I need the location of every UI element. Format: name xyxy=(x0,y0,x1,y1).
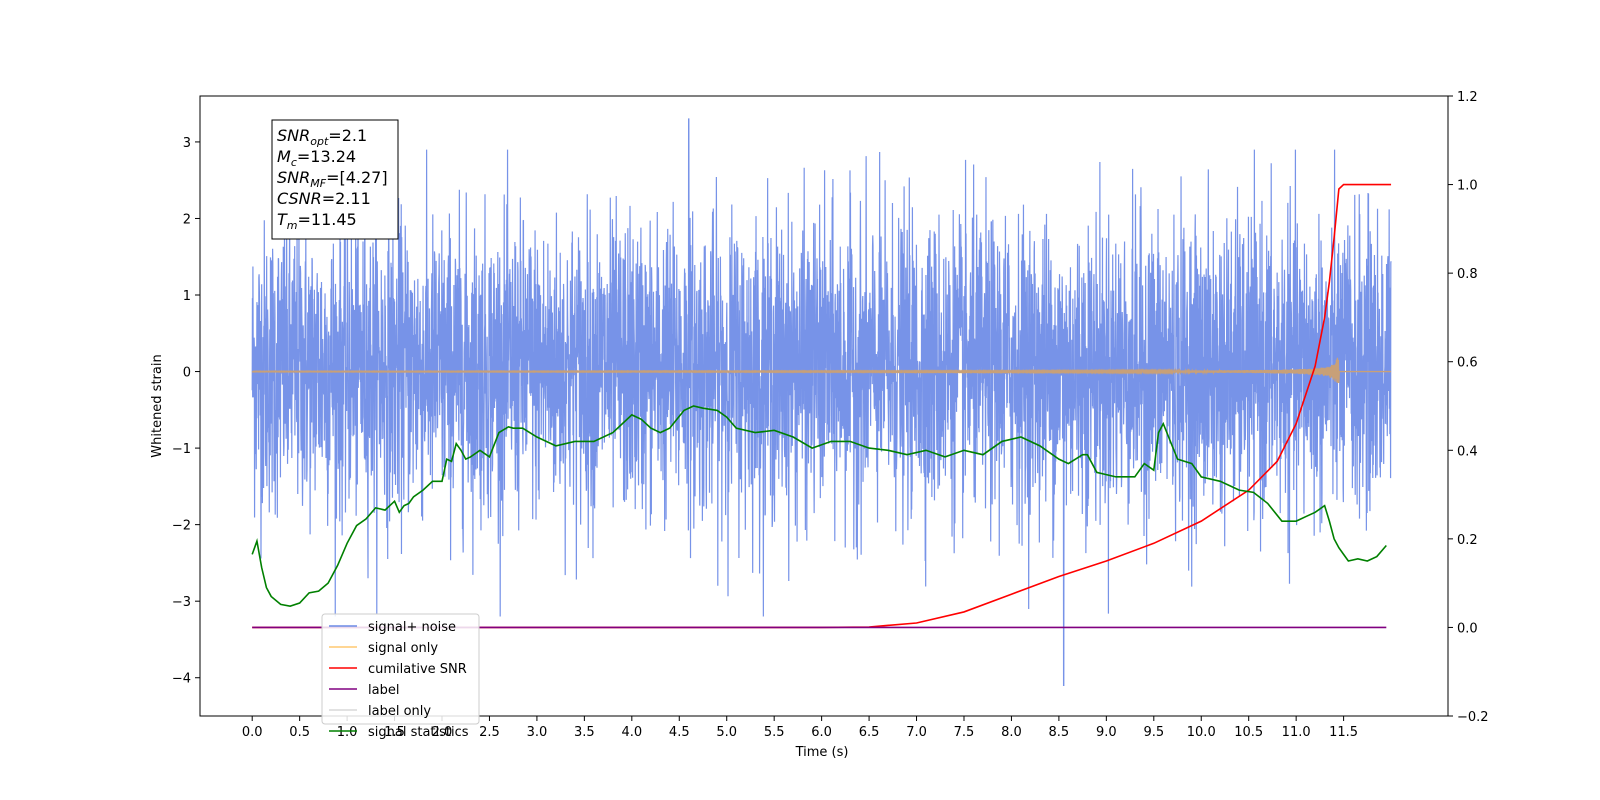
x-tick-label: 0.5 xyxy=(289,725,310,740)
annotation-line: Mc=13.24 xyxy=(277,147,356,169)
y-right-tick-label: 0.8 xyxy=(1457,267,1478,282)
y-right-tick-label: 1.0 xyxy=(1457,179,1478,194)
y-left-tick-label: −4 xyxy=(172,672,191,687)
x-tick-label: 5.0 xyxy=(716,725,737,740)
x-tick-label: 11.5 xyxy=(1329,725,1358,740)
x-tick-label: 10.0 xyxy=(1187,725,1216,740)
legend-label: signal only xyxy=(368,641,438,656)
y-right-tick-label: 0.4 xyxy=(1457,444,1478,459)
x-tick-label: 7.5 xyxy=(954,725,975,740)
x-tick-label: 2.0 xyxy=(432,725,453,740)
legend-label: label only xyxy=(368,704,431,719)
annotation-line: CSNR=2.11 xyxy=(277,189,371,208)
y-left-tick-label: −1 xyxy=(172,442,191,457)
annotation-line: SNRMF=[4.27] xyxy=(277,168,388,190)
x-tick-label: 4.5 xyxy=(669,725,690,740)
y-right-tick-label: 0.0 xyxy=(1457,621,1478,636)
y-right-tick-label: 0.6 xyxy=(1457,356,1478,371)
y-left-tick-label: −3 xyxy=(172,595,191,610)
annotation-line: Tm=11.45 xyxy=(277,210,357,232)
y-left-tick-label: −2 xyxy=(172,519,191,534)
annotation-line: SNRopt=2.1 xyxy=(277,126,367,148)
signal-only-series xyxy=(251,357,1392,383)
x-tick-label: 5.5 xyxy=(764,725,785,740)
y-left-tick-label: 0 xyxy=(183,366,191,381)
x-tick-label: 8.5 xyxy=(1049,725,1070,740)
y-axis-left: −4 −3 −2 −1 0 1 2 3 xyxy=(172,136,200,687)
legend-label: signal statistics xyxy=(368,725,469,740)
signal-noise-line xyxy=(251,118,1392,686)
plot-frame xyxy=(199,95,1449,717)
x-tick-label: 6.0 xyxy=(811,725,832,740)
y-right-tick-label: 1.2 xyxy=(1457,90,1478,105)
y-axis-title: Whitened strain xyxy=(150,354,165,457)
y-left-tick-label: 3 xyxy=(183,136,191,151)
x-tick-label: 11.0 xyxy=(1282,725,1311,740)
x-tick-label: 1.0 xyxy=(337,725,358,740)
y-axis-right: −0.2 0.0 0.2 0.4 0.6 0.8 1.0 1.2 xyxy=(1448,90,1489,725)
y-left-tick-label: 2 xyxy=(183,212,191,227)
x-tick-label: 0.0 xyxy=(242,725,263,740)
legend-label: signal+ noise xyxy=(368,620,456,635)
legend-frame xyxy=(321,613,480,725)
x-tick-label: 1.5 xyxy=(384,725,405,740)
y-right-tick-label: −0.2 xyxy=(1457,710,1489,725)
x-tick-label: 10.5 xyxy=(1234,725,1263,740)
signal-noise-series xyxy=(251,118,1392,686)
x-tick-label: 9.5 xyxy=(1143,725,1164,740)
x-axis: 0.0 0.5 1.0 1.5 2.0 2.5 3.0 3.5 4.0 4.5 5.0 5.5 6.0 6… xyxy=(242,716,1358,740)
x-tick-label: 7.0 xyxy=(906,725,927,740)
x-tick-label: 3.0 xyxy=(527,725,548,740)
signal-only-line xyxy=(251,357,1392,383)
legend-label: cumilative SNR xyxy=(368,662,467,677)
annotation-box-frame xyxy=(271,119,399,240)
x-tick-label: 6.5 xyxy=(859,725,880,740)
y-right-tick-label: 0.2 xyxy=(1457,533,1478,548)
signal-statistics-line xyxy=(251,405,1387,607)
y-left-tick-label: 1 xyxy=(183,289,191,304)
x-tick-label: 4.0 xyxy=(621,725,642,740)
x-axis-title: Time (s) xyxy=(795,745,849,760)
legend-label: label xyxy=(368,683,399,698)
x-tick-label: 8.0 xyxy=(1001,725,1022,740)
x-tick-label: 3.5 xyxy=(574,725,595,740)
x-tick-label: 2.5 xyxy=(479,725,500,740)
cumilative-snr-line xyxy=(252,183,1392,629)
legend: signal+ noise signal only cumilative SNR la… xyxy=(321,613,480,740)
x-tick-label: 9.0 xyxy=(1096,725,1117,740)
